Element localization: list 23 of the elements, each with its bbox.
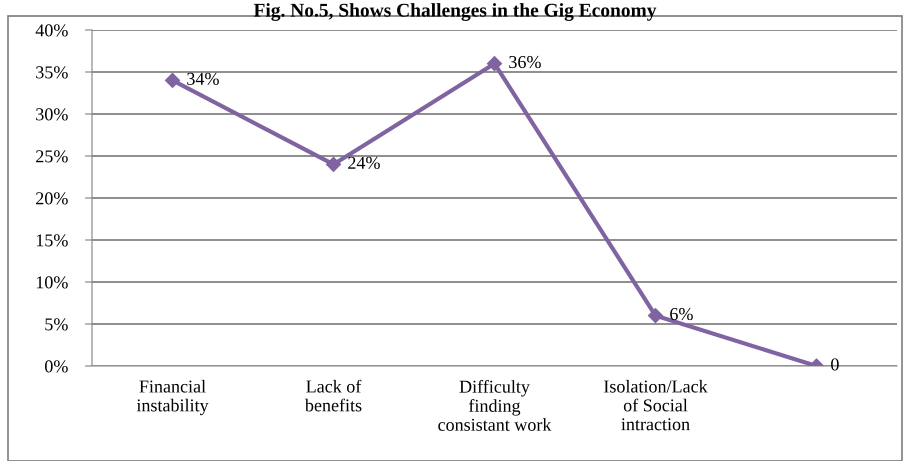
x-tick-label: Isolation/Lack of Social intraction	[604, 380, 708, 430]
y-tick-label: 40%	[36, 24, 68, 36]
x-tick-label: Financial instability	[136, 380, 209, 416]
y-tick-label: 15%	[36, 234, 68, 246]
y-tick-label: 35%	[36, 66, 68, 78]
y-tick-label: 5%	[45, 318, 68, 330]
y-tick-label: 30%	[36, 108, 68, 120]
data-label: 36%	[509, 56, 541, 68]
y-tick-label: 10%	[36, 276, 68, 288]
y-tick-label: 0%	[45, 360, 68, 372]
data-label: 24%	[348, 156, 380, 169]
point	[486, 56, 502, 72]
point	[326, 156, 342, 172]
data-label: 6%	[670, 308, 693, 320]
y-tick-label: 25%	[36, 150, 68, 162]
y-tick-label: 20%	[36, 192, 68, 204]
chart-title: Fig. No.5, Shows Challenges in the Gig Economy	[254, 3, 656, 21]
point	[648, 308, 664, 324]
x-tick-label: Lack of benefits	[304, 380, 362, 412]
point	[164, 72, 180, 88]
data-label: 34%	[187, 72, 219, 85]
x-tick-label: Difficulty finding consistant work	[438, 380, 552, 431]
data-label: 0	[831, 358, 839, 371]
